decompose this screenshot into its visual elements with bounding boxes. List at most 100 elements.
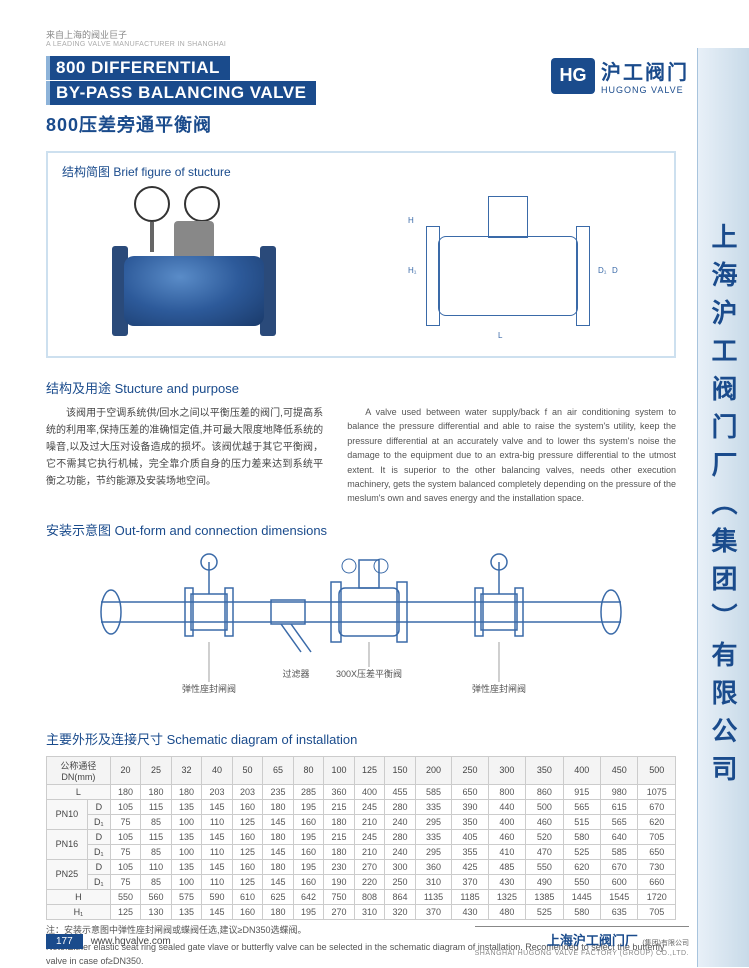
table-cell: 335 — [415, 799, 451, 814]
table-cell: 610 — [232, 889, 263, 904]
table-cell: 585 — [415, 784, 451, 799]
table-cell: 270 — [324, 904, 355, 919]
logo-cn: 沪工阀门 — [601, 56, 689, 85]
table-cell: 585 — [601, 844, 638, 859]
footer-company-sub: (集团)有限公司 — [642, 940, 689, 947]
table-cell: 160 — [293, 814, 324, 829]
table-cell: 160 — [293, 844, 324, 859]
title-cn: 800压差旁通平衡阀 — [46, 111, 316, 137]
table-group-label: PN25 — [47, 859, 88, 889]
table-cell: 160 — [232, 859, 263, 874]
label-center-valve: 300X压差平衡阀 — [336, 668, 402, 679]
table-cell: 240 — [385, 814, 416, 829]
table-cell: 705 — [638, 904, 676, 919]
table-cell: 425 — [452, 859, 488, 874]
table-cell: 145 — [202, 829, 233, 844]
table-cell: 135 — [171, 859, 202, 874]
table-cell: 430 — [488, 874, 525, 889]
table-cell: 660 — [638, 874, 676, 889]
table-cell: 310 — [415, 874, 451, 889]
table-row-label: D — [87, 799, 110, 814]
table-cell: 180 — [324, 844, 355, 859]
table-header-label: 公称通径DN(mm) — [47, 756, 111, 784]
table-cell: 705 — [638, 829, 676, 844]
title-en-2: BY-PASS BALANCING VALVE — [46, 81, 316, 105]
table-cell: 160 — [232, 904, 263, 919]
table-cell: 105 — [110, 799, 141, 814]
tagline-cn: 来自上海的阀业巨子 — [46, 28, 689, 41]
table-cell: 355 — [452, 844, 488, 859]
table-cell: 620 — [638, 814, 676, 829]
table-cell: 670 — [601, 859, 638, 874]
table-cell: 295 — [415, 844, 451, 859]
table-group-label: PN16 — [47, 829, 88, 859]
table-cell: 125 — [232, 814, 263, 829]
dimension-table: 公称通径DN(mm)202532405065801001251502002503… — [46, 756, 676, 920]
table-cell: 1720 — [638, 889, 676, 904]
table-cell: 195 — [293, 859, 324, 874]
table-cell: 145 — [202, 799, 233, 814]
table-cell: 360 — [415, 859, 451, 874]
table-cell: 110 — [141, 859, 172, 874]
table-cell: 410 — [488, 844, 525, 859]
table-cell: 550 — [563, 874, 600, 889]
table-cell: 642 — [293, 889, 324, 904]
table-cell: 180 — [263, 859, 294, 874]
table-cell: 550 — [526, 859, 563, 874]
table-cell: 145 — [202, 859, 233, 874]
table-cell: 520 — [526, 829, 563, 844]
table-cell: 135 — [171, 799, 202, 814]
table-cell: 750 — [324, 889, 355, 904]
table-cell: 390 — [452, 799, 488, 814]
table-cell: 915 — [563, 784, 600, 799]
table-col-header: 500 — [638, 756, 676, 784]
table-cell: 280 — [385, 799, 416, 814]
table-col-header: 100 — [324, 756, 355, 784]
section-install-title: 安装示意图 Out-form and connection dimensions — [46, 520, 676, 539]
table-cell: 560 — [141, 889, 172, 904]
table-cell: 580 — [563, 829, 600, 844]
table-row-label: H₁ — [47, 904, 111, 919]
table-col-header: 40 — [202, 756, 233, 784]
figure-title: 结构简图 Brief figure of stucture — [62, 163, 660, 180]
table-cell: 105 — [110, 829, 141, 844]
table-cell: 75 — [110, 874, 141, 889]
table-cell: 110 — [202, 844, 233, 859]
table-cell: 195 — [293, 799, 324, 814]
table-cell: 980 — [601, 784, 638, 799]
table-cell: 565 — [563, 799, 600, 814]
footer-company-en: SHANGHAI HUGONG VALVE FACTORY (GROUP) CO… — [475, 950, 689, 957]
table-cell: 115 — [141, 799, 172, 814]
table-cell: 240 — [385, 844, 416, 859]
table-cell: 203 — [202, 784, 233, 799]
page-number: 177 — [46, 934, 83, 949]
table-cell: 335 — [415, 829, 451, 844]
section-schematic-title: 主要外形及连接尺寸 Schematic diagram of installat… — [46, 729, 676, 748]
table-col-header: 150 — [385, 756, 416, 784]
table-cell: 515 — [563, 814, 600, 829]
table-cell: 180 — [171, 784, 202, 799]
table-cell: 490 — [526, 874, 563, 889]
table-cell: 670 — [638, 799, 676, 814]
table-cell: 550 — [110, 889, 141, 904]
table-cell: 75 — [110, 814, 141, 829]
table-col-header: 200 — [415, 756, 451, 784]
table-cell: 180 — [263, 829, 294, 844]
table-cell: 160 — [232, 799, 263, 814]
table-cell: 220 — [354, 874, 385, 889]
table-cell: 860 — [526, 784, 563, 799]
table-cell: 565 — [601, 814, 638, 829]
table-cell: 400 — [488, 814, 525, 829]
table-cell: 1385 — [526, 889, 563, 904]
table-cell: 145 — [263, 814, 294, 829]
table-cell: 280 — [385, 829, 416, 844]
table-cell: 180 — [324, 814, 355, 829]
table-row-label: L — [47, 784, 111, 799]
table-cell: 460 — [526, 814, 563, 829]
table-cell: 295 — [415, 814, 451, 829]
table-col-header: 50 — [232, 756, 263, 784]
table-cell: 125 — [110, 904, 141, 919]
title-block: 800 DIFFERENTIAL BY-PASS BALANCING VALVE… — [46, 56, 316, 137]
table-col-header: 250 — [452, 756, 488, 784]
valve-technical-drawing: L D₁ D H₁ H — [378, 186, 638, 346]
